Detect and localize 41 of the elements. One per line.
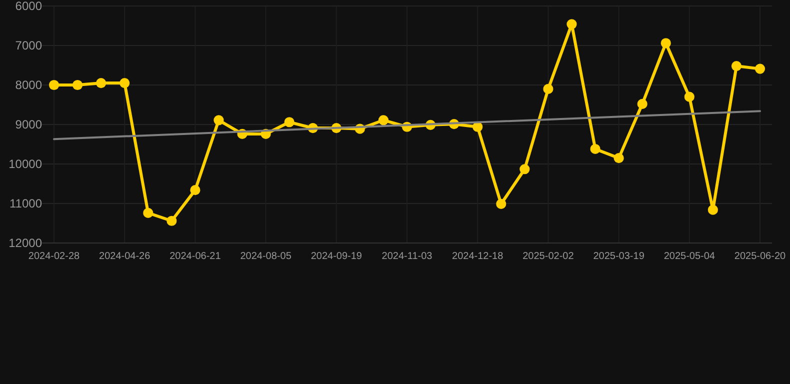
point bbox=[708, 204, 718, 215]
point bbox=[120, 78, 130, 88]
x-tick-label: 2024-09-19 bbox=[310, 251, 362, 262]
y-tick-label: 6000 bbox=[15, 0, 42, 13]
x-tick-label: 2024-02-28 bbox=[28, 251, 80, 262]
point bbox=[731, 61, 742, 72]
point bbox=[284, 117, 294, 128]
point bbox=[543, 84, 554, 94]
x-tick-label: 2024-04-26 bbox=[99, 251, 151, 262]
point bbox=[590, 144, 600, 154]
point bbox=[378, 115, 389, 126]
x-tick-label: 2025-02-02 bbox=[522, 251, 574, 262]
point bbox=[637, 98, 648, 109]
x-tick-label: 2024-06-21 bbox=[170, 251, 222, 262]
point bbox=[684, 92, 694, 102]
x-tick-label: 2025-06-20 bbox=[734, 251, 786, 262]
point bbox=[166, 216, 177, 226]
point bbox=[143, 208, 154, 218]
point bbox=[48, 80, 60, 90]
point bbox=[614, 153, 624, 164]
x-tick-label: 2024-12-18 bbox=[452, 251, 504, 262]
x-tick-label: 2024-11-03 bbox=[382, 251, 433, 262]
point bbox=[72, 80, 83, 90]
point bbox=[96, 78, 106, 88]
y-tick-label: 8000 bbox=[15, 78, 42, 92]
x-tick-label: 2024-08-05 bbox=[240, 251, 292, 262]
x-tick-label: 2025-05-04 bbox=[664, 251, 716, 262]
point bbox=[566, 19, 577, 30]
y-tick-label: 7000 bbox=[15, 38, 42, 52]
y-tick-label: 10000 bbox=[8, 156, 42, 171]
point bbox=[496, 198, 506, 209]
point bbox=[660, 38, 671, 48]
point bbox=[214, 115, 224, 126]
x-tick-label: 2025-03-19 bbox=[593, 251, 645, 262]
y-tick-label: 12000 bbox=[8, 236, 42, 250]
point bbox=[472, 122, 483, 132]
point bbox=[520, 164, 530, 174]
point bbox=[754, 64, 766, 74]
y-tick-label: 11000 bbox=[10, 196, 42, 210]
y-tick-label: 9000 bbox=[15, 117, 42, 132]
point bbox=[190, 185, 200, 196]
